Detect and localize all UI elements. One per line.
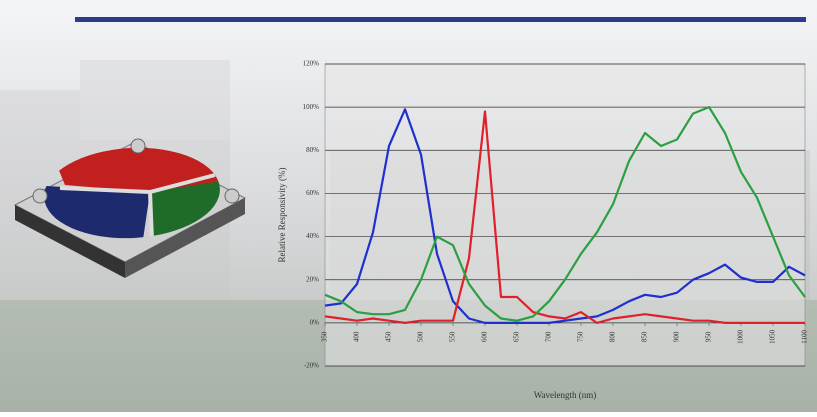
x-tick-label: 900 — [673, 331, 681, 342]
plot-area — [324, 63, 806, 367]
x-tick-label: 850 — [641, 331, 649, 342]
x-tick-label: 500 — [417, 331, 425, 342]
x-axis-title: Wavelength (nm) — [534, 390, 597, 400]
x-tick-label: 650 — [513, 331, 521, 342]
x-tick-label: 450 — [385, 331, 393, 342]
x-tick-label: 1000 — [737, 329, 745, 344]
series-line — [324, 110, 805, 324]
x-tick-label: 550 — [449, 331, 457, 342]
y-tick-label: 60% — [306, 189, 319, 197]
series-line — [324, 108, 806, 324]
y-tick-label: 100% — [303, 103, 320, 111]
x-tick-label: 700 — [545, 331, 553, 342]
y-tick-label: 20% — [306, 275, 319, 283]
x-tick-label: 800 — [609, 331, 617, 342]
x-tick-label: 350 — [321, 331, 329, 342]
x-tick-label: 1050 — [769, 329, 777, 344]
y-tick-label: 40% — [306, 232, 319, 240]
header-bar — [75, 17, 806, 22]
x-tick-label: 750 — [577, 331, 585, 342]
x-tick-label: 600 — [481, 331, 489, 342]
x-tick-label: 1100 — [801, 329, 809, 343]
y-tick-label: 120% — [303, 60, 320, 68]
y-tick-label: -20% — [304, 362, 319, 370]
y-axis-title: Relative Responsivity (%) — [277, 168, 287, 263]
y-tick-label: 0% — [310, 318, 320, 326]
x-tick-label: 400 — [353, 331, 361, 342]
series-line — [324, 106, 806, 322]
x-tick-label: 950 — [705, 331, 713, 342]
y-tick-label: 80% — [306, 146, 319, 154]
